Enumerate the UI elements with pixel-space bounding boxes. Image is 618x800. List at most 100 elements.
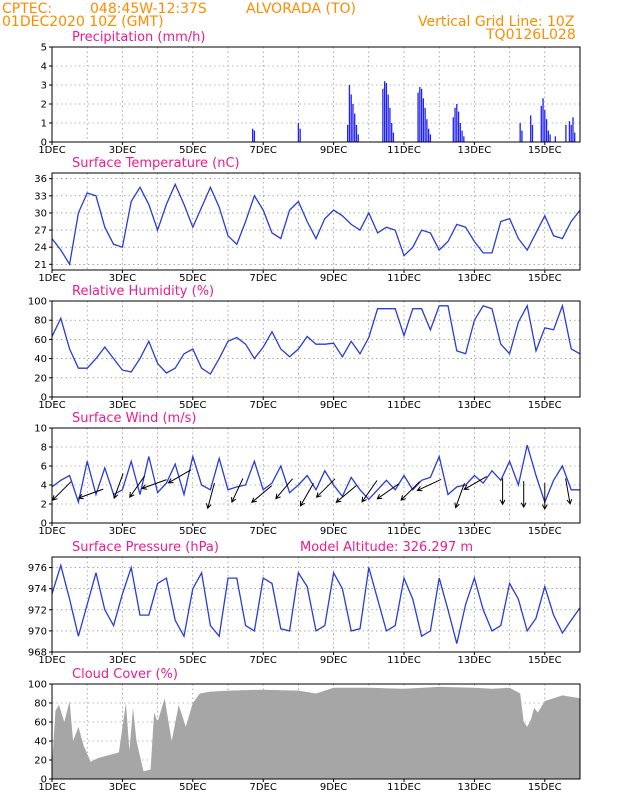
cloud-area: [52, 686, 580, 779]
header-source-prefix: CPTEC:: [2, 1, 52, 17]
temp-frame: [51, 172, 581, 271]
wind-ytick-label: 10: [34, 424, 47, 435]
rh-ytick-label: 80: [34, 316, 47, 327]
precip-ytick-label: 0: [41, 138, 47, 149]
precip-bar: [352, 104, 354, 142]
wind-vector-arrow: [206, 482, 215, 510]
rh-xtick-label: 15DEC: [528, 400, 562, 411]
wind-xtick-label: 9DEC: [320, 526, 347, 537]
pres-xtick-label: 9DEC: [320, 655, 347, 666]
temp-xtick-label: 5DEC: [179, 273, 206, 284]
header-code: TQ0126L028: [485, 27, 576, 43]
wind-vector-arrow: [463, 475, 487, 490]
cloud-xtick-label: 9DEC: [320, 782, 347, 793]
wind-ytick-label: 6: [41, 462, 47, 473]
precip-bar: [570, 124, 572, 142]
precip-bar: [424, 107, 426, 142]
pres-ytick-label: 974: [28, 584, 47, 595]
wind-vector-arrow: [275, 478, 293, 500]
cloud-ytick-label: 40: [34, 737, 47, 748]
precip-bar: [568, 121, 571, 142]
rh-ytick-label: 0: [41, 393, 47, 404]
temp-xtick-label: 7DEC: [250, 273, 277, 284]
cloud-title: Cloud Cover (%): [72, 667, 178, 682]
precip-bar: [392, 132, 395, 142]
pres-xtick-label: 15DEC: [528, 655, 562, 666]
precip-bar: [452, 117, 454, 142]
wind-xtick-label: 13DEC: [458, 526, 492, 537]
precip-xtick-label: 1DEC: [38, 145, 65, 156]
cloud-ytick-label: 60: [34, 718, 47, 729]
model-altitude: Model Altitude: 326.297 m: [300, 540, 473, 555]
rh-ytick-label: 20: [34, 373, 47, 384]
pres-title: Surface Pressure (hPa): [72, 540, 219, 555]
precip-bar: [389, 107, 391, 142]
wind-vector-arrow: [141, 479, 167, 490]
precip-bar: [427, 128, 430, 142]
temp-line: [51, 182, 581, 267]
cloud-xtick-label: 3DEC: [109, 782, 136, 793]
wind-xtick-label: 7DEC: [250, 526, 277, 537]
cloud-ytick-label: 20: [34, 756, 47, 767]
temp-xtick-label: 15DEC: [528, 273, 562, 284]
wind-xtick-label: 1DEC: [38, 526, 65, 537]
precip-bar: [387, 94, 389, 142]
wind-vector-arrow: [251, 485, 273, 503]
pres-ytick-label: 976: [28, 563, 47, 574]
precip-xtick-label: 11DEC: [387, 145, 421, 156]
temp-ytick-label: 24: [34, 243, 47, 254]
pres-frame: [51, 556, 581, 653]
precip-bar: [554, 136, 557, 142]
precip-frame: [51, 46, 581, 143]
precip-bar: [530, 115, 532, 142]
panels-group: 0 1 2 3 4 5 1DEC 3DEC 5DEC 7DEC 9DEC 11DEC 13DEC 15DE…: [28, 43, 581, 793]
pres-xtick-label: 3DEC: [109, 655, 136, 666]
precip-bar: [354, 113, 356, 142]
precip-bar: [572, 117, 574, 142]
precip-bar: [355, 124, 358, 142]
wind-vector-arrow: [51, 481, 72, 501]
wind-frame: [51, 427, 581, 524]
pres-line: [51, 563, 581, 644]
wind-ytick-label: 2: [41, 500, 47, 511]
precip-bar: [350, 94, 352, 142]
cloud-xtick-label: 1DEC: [38, 782, 65, 793]
wind-xtick-label: 11DEC: [387, 526, 421, 537]
wind-vector-arrow: [112, 473, 124, 500]
precip-bar: [347, 124, 349, 142]
precip-bar: [382, 88, 384, 142]
precip-bar: [547, 130, 549, 142]
wind-vector-arrow: [400, 481, 420, 501]
precip-bar: [426, 119, 428, 142]
wind-vector-arrow: [454, 482, 465, 509]
wind-vector-arrow: [167, 469, 192, 484]
precip-bar: [531, 124, 534, 142]
precip-bar: [463, 136, 465, 142]
precip-bar: [565, 124, 567, 142]
wind-vector-arrow: [315, 478, 336, 498]
precip-bar: [461, 130, 463, 142]
precip-ytick-label: 1: [41, 119, 47, 130]
precip-bar: [454, 107, 456, 142]
pres-xtick-label: 1DEC: [38, 655, 65, 666]
cloud-xtick-label: 13DEC: [458, 782, 492, 793]
rh-frame: [51, 300, 581, 398]
wind-xtick-label: 3DEC: [109, 526, 136, 537]
precip-bar: [383, 81, 386, 142]
precip-bar: [456, 104, 458, 142]
precip-xtick-label: 9DEC: [320, 145, 347, 156]
wind-vector-arrow: [77, 488, 104, 500]
precip-bar: [299, 128, 301, 142]
cloud-xtick-label: 7DEC: [250, 782, 277, 793]
cloud-xtick-label: 11DEC: [387, 782, 421, 793]
rh-xtick-label: 1DEC: [38, 400, 65, 411]
wind-xtick-label: 5DEC: [179, 526, 206, 537]
temp-ytick-label: 30: [34, 208, 47, 219]
pres-xtick-label: 5DEC: [179, 655, 206, 666]
precip-bar: [574, 132, 576, 142]
wind-vector-arrow: [361, 480, 378, 503]
precip-ytick-label: 2: [41, 100, 47, 111]
wind-vector-arrow: [335, 485, 357, 503]
precip-bar: [540, 105, 542, 142]
precip-bar: [457, 111, 460, 142]
